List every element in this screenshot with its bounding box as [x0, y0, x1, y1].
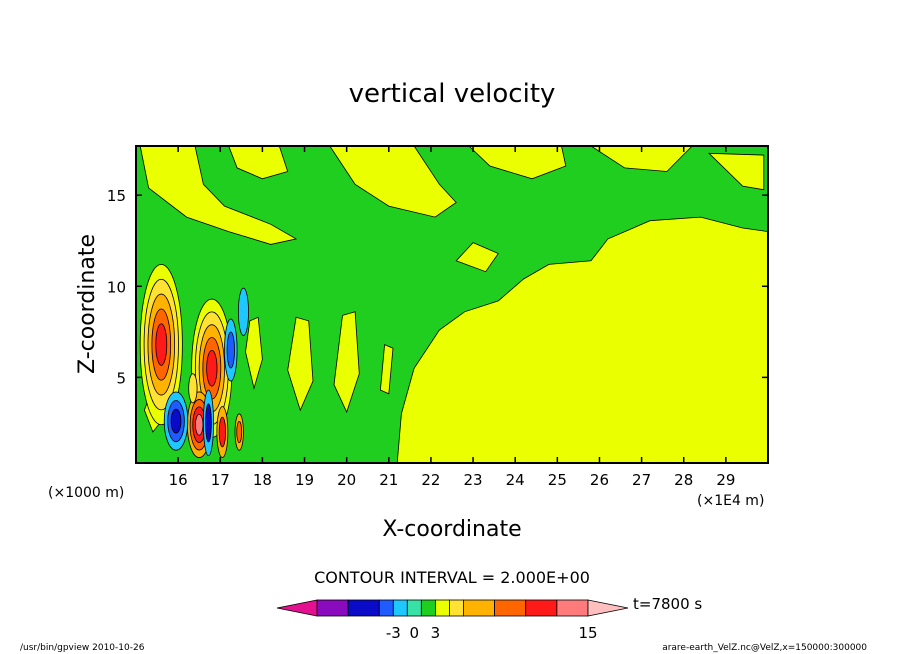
x-axis: 16 17 18 19 20 21 22 23 24 25 26 27 28 29	[169, 146, 735, 489]
x-tick-label: 19	[295, 471, 314, 489]
y-axis-label: Z-coordinate	[75, 234, 100, 374]
positive-region	[139, 146, 298, 245]
colorbar-above-triangle	[587, 599, 629, 617]
colorbar-below-triangle	[276, 599, 318, 617]
colorbar-band	[378, 599, 394, 617]
x-tick-label: 20	[337, 471, 356, 489]
positive-region	[333, 311, 360, 414]
colorbar-label: 0	[410, 624, 420, 642]
x-tick-label: 23	[464, 471, 483, 489]
x-tick-label: 18	[253, 471, 272, 489]
colorbar-band	[420, 599, 436, 617]
positive-region	[590, 146, 693, 172]
updraft-downdraft-cells	[139, 263, 249, 458]
velocity-contour	[236, 421, 243, 444]
positive-region	[455, 242, 499, 273]
plot-frame	[135, 145, 769, 464]
velocity-contour	[206, 349, 218, 387]
colorbar	[276, 599, 629, 617]
contour-plot-area	[136, 146, 768, 463]
x-axis-label: X-coordinate	[382, 517, 521, 542]
positive-region	[468, 146, 567, 180]
y-tick-label: 5	[116, 369, 126, 387]
colorbar-band	[434, 599, 450, 617]
x-unit-right: (×1E4 m)	[697, 493, 764, 509]
x-unit-left: (×1000 m)	[48, 485, 124, 501]
x-tick-label: 29	[716, 471, 735, 489]
positive-region	[396, 216, 768, 463]
positive-region	[707, 152, 765, 191]
velocity-contour	[170, 408, 182, 434]
colorbar-band	[347, 599, 380, 617]
y-axis: 5 10 15	[107, 187, 768, 387]
velocity-contour	[188, 373, 198, 404]
x-tick-label: 27	[632, 471, 651, 489]
x-tick-label: 24	[506, 471, 525, 489]
colorbar-band	[392, 599, 408, 617]
colorbar-band	[525, 599, 558, 617]
velocity-contour	[218, 416, 226, 448]
colorbar-band	[494, 599, 527, 617]
positive-region	[379, 344, 394, 395]
velocity-contour	[237, 287, 249, 336]
positive-region	[245, 316, 263, 390]
colorbar-band	[556, 599, 589, 617]
colorbar-labels: -3 0 3 15	[386, 624, 598, 642]
colorbar-band	[448, 599, 464, 617]
velocity-contour	[155, 323, 168, 366]
x-tick-label: 26	[590, 471, 609, 489]
x-tick-label: 17	[211, 471, 230, 489]
y-tick-label: 15	[107, 187, 126, 205]
x-tick-label: 16	[169, 471, 188, 489]
velocity-contour	[226, 331, 235, 369]
colorbar-label: 3	[431, 624, 441, 642]
colorbar-label: -3	[386, 624, 401, 642]
positive-velocity-regions	[139, 146, 768, 463]
x-tick-label: 22	[421, 471, 440, 489]
positive-region	[329, 146, 457, 218]
footer-right: arare-earth_VelZ.nc@VelZ,x=150000:300000	[662, 643, 867, 653]
positive-region	[228, 146, 289, 180]
colorbar-band	[406, 599, 422, 617]
x-tick-label: 25	[548, 471, 567, 489]
colorbar-band	[316, 599, 349, 617]
footer-left: /usr/bin/gpview 2010-10-26	[20, 643, 145, 653]
contour-interval-text: CONTOUR INTERVAL = 2.000E+00	[314, 568, 590, 587]
colorbar-label: 15	[578, 624, 597, 642]
x-tick-label: 28	[674, 471, 693, 489]
positive-region	[287, 316, 314, 412]
x-tick-label: 21	[379, 471, 398, 489]
y-tick-label: 10	[107, 278, 126, 296]
velocity-contour	[205, 403, 212, 443]
chart-title: vertical velocity	[349, 79, 556, 109]
time-label: t=7800 s	[633, 595, 702, 613]
colorbar-band	[462, 599, 495, 617]
velocity-contour	[194, 413, 204, 436]
